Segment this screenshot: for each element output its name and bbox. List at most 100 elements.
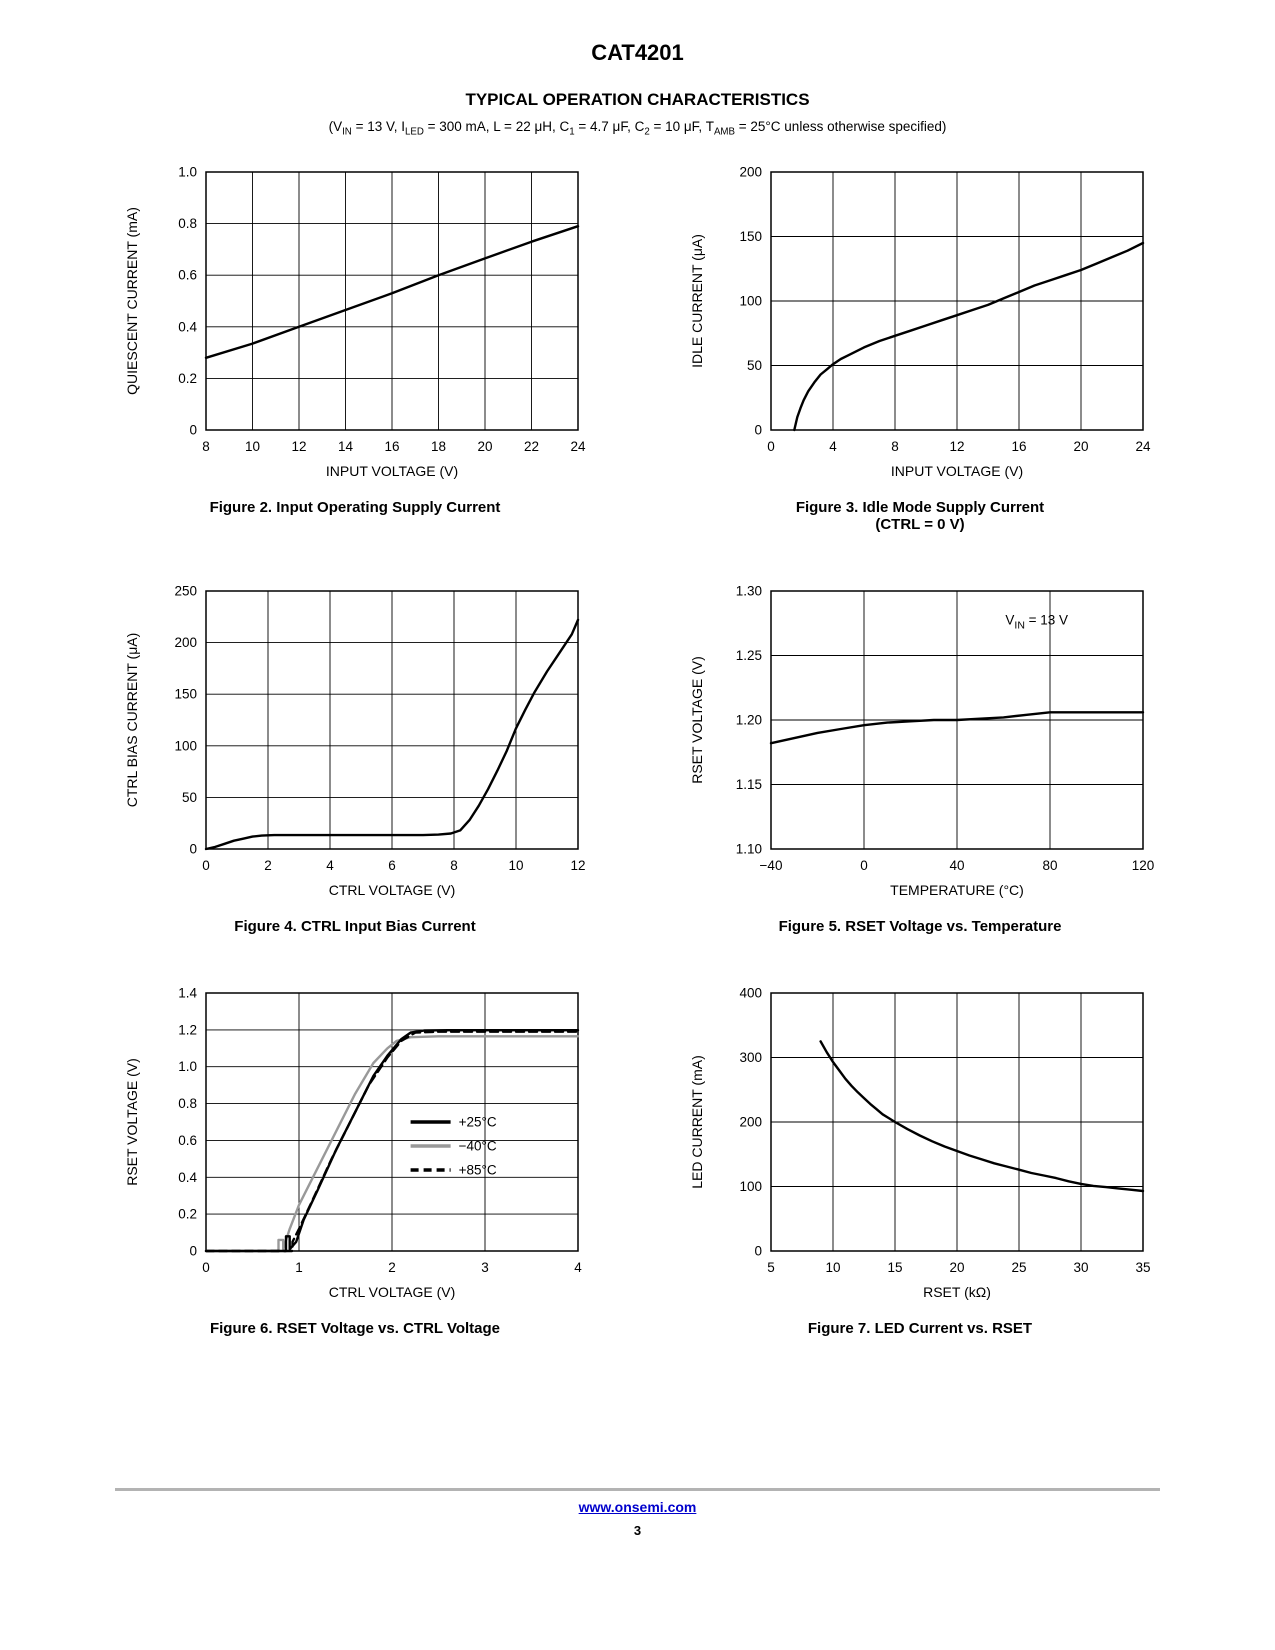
y-tick-label: 50 [182,790,197,805]
y-tick-label: 200 [739,165,762,180]
x-tick-label: 8 [450,858,458,873]
page-footer: www.onsemi.com 3 [0,1488,1275,1538]
y-tick-label: 1.2 [178,1022,197,1037]
x-tick-label: 1 [295,1260,303,1275]
y-tick-label: 0.8 [178,216,197,231]
onsemi-link[interactable]: www.onsemi.com [578,1499,697,1515]
y-tick-label: 50 [747,358,762,373]
footer-divider [115,1488,1160,1491]
figure-3-chart: 0 4 8 12 16 20 24 0 50 100 150 200 INPUT VOLTAGE (V)… [685,160,1155,487]
x-tick-label: 18 [431,439,446,454]
x-tick-label: 24 [570,439,586,454]
x-tick-label: 2 [388,1260,396,1275]
x-tick-label: 0 [860,858,868,873]
figure-2-caption: Figure 2. Input Operating Supply Current [209,499,501,516]
x-axis-label: INPUT VOLTAGE (V) [891,463,1023,479]
section-title: TYPICAL OPERATION CHARACTERISTICS [465,90,810,109]
y-tick-label: 1.4 [178,986,197,1001]
legend-label: +25°C [459,1115,497,1130]
x-tick-label: −40 [760,858,783,873]
x-tick-label: 0 [767,439,775,454]
y-axis-label: IDLE CURRENT (μA) [689,234,705,368]
y-tick-label: 300 [739,1050,762,1065]
charts-grid: 8 10 12 14 16 18 20 22 24 0 0.2 0.4 0.6 0.8 1.0 INPUT V… [0,160,1275,1338]
series-main [819,1040,1145,1193]
figure-6: 0 1 2 3 4 0 0.2 0.4 0.6 0.8 1.0 1.2 1.4 CTRL VOLTAGE … [120,981,590,1338]
x-tick-label: 30 [1073,1260,1088,1275]
plot-border [770,992,1144,1252]
y-tick-label: 0 [754,423,762,438]
figure-7: 5 10 15 20 25 30 35 0 100 200 300 400 RSET (kΩ) LED C… [685,981,1155,1338]
y-tick-label: 0.2 [178,371,197,386]
series-main [204,224,580,360]
x-axis-label: INPUT VOLTAGE (V) [326,463,458,479]
figure-2: 8 10 12 14 16 18 20 22 24 0 0.2 0.4 0.6 0.8 1.0 INPUT V… [120,160,590,533]
x-tick-label: 20 [1073,439,1088,454]
y-tick-label: 150 [174,687,197,702]
legend-label: −40°C [459,1139,497,1154]
x-tick-label: 20 [949,1260,964,1275]
figure-5-chart: −40 0 40 80 120 1.10 1.15 1.20 1.25 1.30 TEMPERATU… [685,579,1155,906]
y-tick-label: 200 [174,635,197,650]
figure-5: −40 0 40 80 120 1.10 1.15 1.20 1.25 1.30 TEMPERATU… [685,579,1155,936]
plot-border [205,992,579,1252]
y-tick-label: 0.4 [178,1170,197,1185]
x-tick-label: 12 [291,439,306,454]
y-tick-label: 0 [189,423,197,438]
chart-svg: 8 10 12 14 16 18 20 22 24 0 0.2 0.4 0.6 0.8 1.0 INPUT V… [124,165,586,480]
y-tick-label: 200 [739,1115,762,1130]
series-main [793,241,1145,432]
x-tick-label: 10 [825,1260,840,1275]
x-tick-label: 6 [388,858,396,873]
y-axis-label: RSET VOLTAGE (V) [124,1058,140,1186]
figure-4-chart: 0 2 4 6 8 10 12 0 50 100 150 200 250 CTRL VOLTAGE (V)… [120,579,590,906]
x-axis-label: CTRL VOLTAGE (V) [329,1284,456,1300]
x-tick-label: 120 [1132,858,1155,873]
x-tick-label: 10 [245,439,260,454]
y-tick-label: 100 [739,294,762,309]
chart-svg: 0 4 8 12 16 20 24 0 50 100 150 200 INPUT VOLTAGE (V)… [689,165,1151,480]
x-tick-label: 16 [1011,439,1026,454]
y-tick-label: 100 [739,1179,762,1194]
figure-5-caption: Figure 5. RSET Voltage vs. Temperature [778,918,1062,935]
y-axis-label: CTRL BIAS CURRENT (μA) [124,633,140,808]
y-tick-label: 1.30 [736,584,762,599]
y-tick-label: 1.20 [736,713,762,728]
figure-4-caption: Figure 4. CTRL Input Bias Current [234,918,476,935]
x-tick-label: 35 [1135,1260,1150,1275]
x-tick-label: 80 [1042,858,1057,873]
figure-3-caption: Figure 3. Idle Mode Supply Current (CTRL… [795,499,1045,533]
y-tick-label: 0 [189,1244,197,1259]
y-tick-label: 0.8 [178,1096,197,1111]
x-tick-label: 4 [326,858,334,873]
plot-border [205,590,579,850]
figure-3: 0 4 8 12 16 20 24 0 50 100 150 200 INPUT VOLTAGE (V)… [685,160,1155,534]
series-main [204,618,580,851]
series-plus25c [204,1029,580,1253]
figure-2-chart: 8 10 12 14 16 18 20 22 24 0 0.2 0.4 0.6 0.8 1.0 INPUT V… [120,160,590,487]
y-tick-label: 250 [174,584,197,599]
y-tick-label: 1.0 [178,1059,197,1074]
x-tick-label: 22 [524,439,539,454]
y-tick-label: 1.25 [736,648,762,663]
x-tick-label: 5 [767,1260,775,1275]
x-tick-label: 12 [570,858,585,873]
x-tick-label: 8 [202,439,210,454]
figure-6-caption: Figure 6. RSET Voltage vs. CTRL Voltage [209,1320,501,1337]
x-tick-label: 25 [1011,1260,1026,1275]
x-tick-label: 16 [384,439,399,454]
x-tick-label: 4 [574,1260,582,1275]
y-tick-label: 400 [739,986,762,1001]
x-axis-label: RSET (kΩ) [923,1284,991,1300]
x-tick-label: 0 [202,1260,210,1275]
chart-svg: 0 1 2 3 4 0 0.2 0.4 0.6 0.8 1.0 1.2 1.4 CTRL VOLTAGE … [124,986,582,1301]
x-tick-label: 8 [891,439,899,454]
y-tick-label: 150 [739,229,762,244]
y-axis-label: LED CURRENT (mA) [689,1055,705,1189]
plot-border [770,171,1144,431]
x-tick-label: 15 [887,1260,902,1275]
series-main [769,711,1145,745]
figure-7-chart: 5 10 15 20 25 30 35 0 100 200 300 400 RSET (kΩ) LED C… [685,981,1155,1308]
chart-svg: −40 0 40 80 120 1.10 1.15 1.20 1.25 1.30 TEMPERATU… [689,584,1155,899]
